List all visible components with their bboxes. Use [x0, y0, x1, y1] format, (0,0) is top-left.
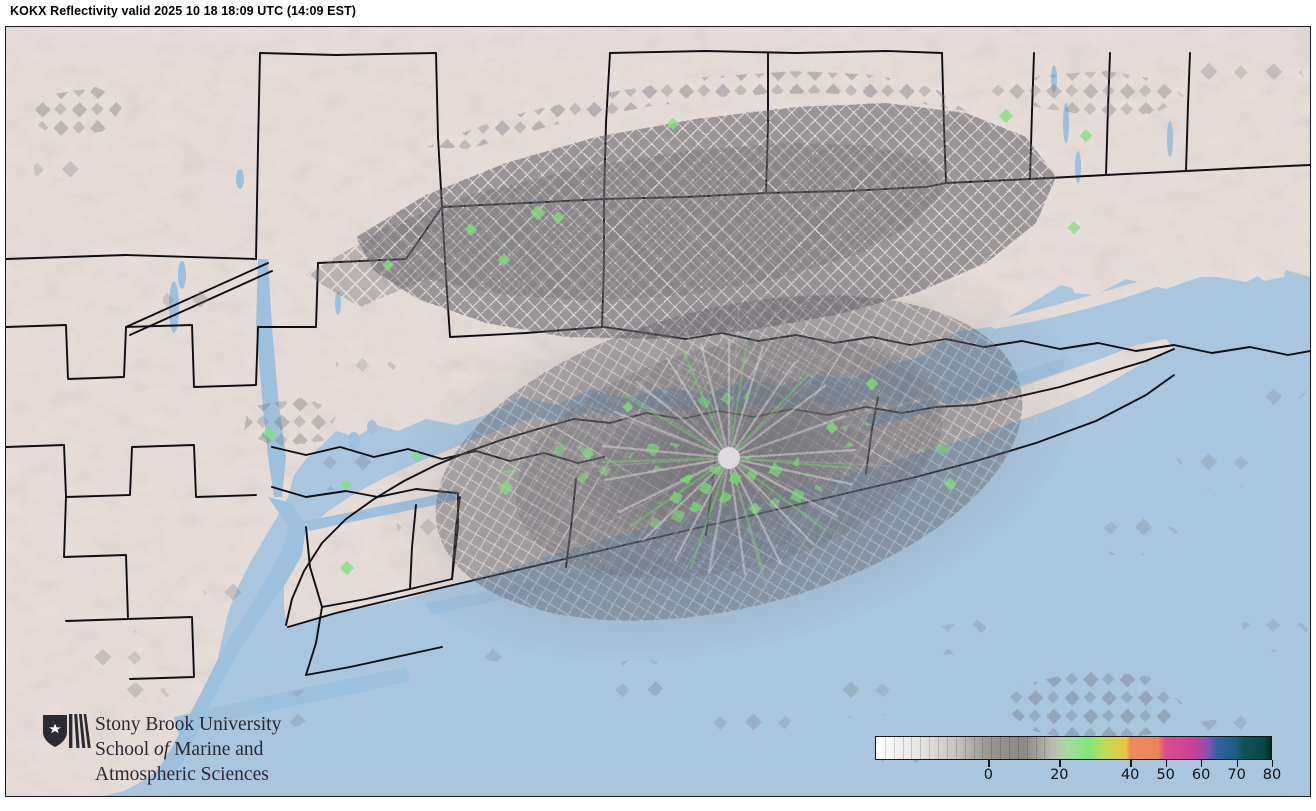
colorbar-tick-label: 60: [1191, 767, 1211, 783]
echo-scattered-west: [30, 87, 460, 727]
colorbar-tick-label: 0: [983, 767, 994, 783]
reflectivity-colorbar: 0 20 40 50 60 70 80: [875, 736, 1281, 792]
colorbar-tick-label: 40: [1120, 767, 1140, 783]
colorbar-gradient-bar: [875, 736, 1272, 760]
logo-line-1: Stony Brook University: [95, 714, 282, 735]
stony-brook-logo: Stony Brook University School of Marine …: [42, 712, 302, 792]
colorbar-tick-label: 20: [1050, 767, 1069, 783]
colorbar-tick-label: 70: [1227, 767, 1246, 783]
colorbar-tick: [1165, 760, 1168, 767]
logo-line-2: School of Marine and: [95, 737, 305, 762]
radar-site-marker: [718, 447, 740, 469]
logo-line-3: Atmospheric Sciences: [95, 764, 269, 785]
radar-map-panel[interactable]: [5, 26, 1311, 797]
colorbar-tick: [1272, 760, 1274, 767]
logo-line-2c: Marine and: [169, 739, 264, 760]
colorbar-tick: [1130, 760, 1132, 767]
logo-text-block: Stony Brook University School of Marine …: [95, 712, 305, 790]
colorbar-tick-label: 50: [1156, 767, 1175, 783]
shield-icon: [43, 715, 67, 747]
colorbar-tick: [1236, 760, 1238, 767]
echo-scattered-east: [1102, 371, 1310, 555]
logo-line-2b: of: [154, 739, 170, 760]
colorbar-tick: [1201, 760, 1203, 767]
title-bar: KOKX Reflectivity valid 2025 10 18 18:09…: [0, 0, 1316, 26]
echo-green-cores: [494, 384, 956, 533]
rays-icon: [69, 714, 91, 748]
colorbar-tick: [988, 760, 990, 767]
map-canvas: [6, 27, 1310, 796]
colorbar-tick-label: 80: [1262, 767, 1282, 783]
colorbar-tick: [1059, 760, 1061, 767]
logo-line-2a: School: [95, 739, 155, 760]
page-title: KOKX Reflectivity valid 2025 10 18 18:09…: [10, 4, 357, 18]
colorbar-bin-separators: [876, 737, 1271, 759]
